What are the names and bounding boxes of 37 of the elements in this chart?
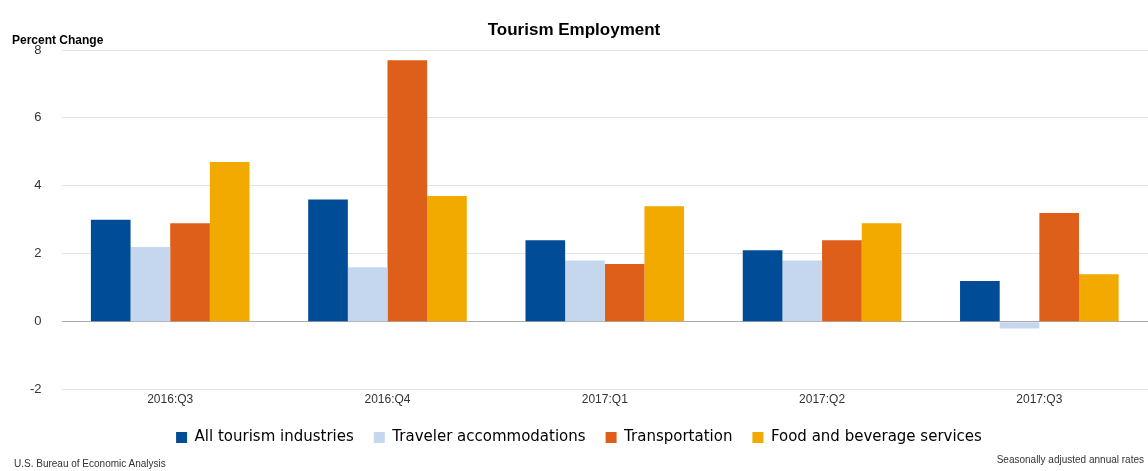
- bar: [822, 240, 862, 322]
- y-tick-label: -2: [30, 381, 42, 397]
- bar: [387, 60, 428, 322]
- bar: [861, 223, 902, 322]
- bar: [999, 322, 1040, 329]
- text: Seasonally adjusted annual rates: [996, 454, 1144, 465]
- y-tick-label: 0: [34, 313, 42, 329]
- x-tick-label: 2017:Q3: [1016, 392, 1063, 407]
- legend-label: All tourism industries: [194, 427, 355, 446]
- bar: [427, 196, 467, 322]
- legend-label: Traveler accommodations: [391, 427, 586, 446]
- bar: [525, 240, 566, 322]
- y-tick-label: 6: [34, 109, 42, 125]
- x-tick-label: 2016:Q4: [364, 392, 411, 407]
- y-tick-label: 4: [34, 177, 42, 193]
- chart-title: Tourism Employment: [487, 20, 661, 39]
- x-tick-label: 2017:Q1: [581, 392, 629, 407]
- x-tick-label: 2016:Q3: [147, 392, 194, 407]
- bar: [90, 219, 131, 322]
- legend-label: Food and beverage services: [770, 427, 983, 446]
- bar: [347, 267, 388, 322]
- x-tick-label: 2017:Q2: [799, 392, 846, 407]
- bar: [130, 246, 171, 322]
- bar: [170, 223, 210, 322]
- bar: [604, 263, 645, 322]
- bar: [782, 260, 823, 322]
- bar: [960, 280, 1000, 322]
- bar: [1079, 274, 1119, 322]
- bar: [1039, 213, 1080, 322]
- text: U.S. Bureau of Economic Analysis: [14, 458, 166, 469]
- bar: [742, 250, 783, 322]
- bar: [644, 206, 685, 322]
- bar: [308, 199, 348, 322]
- y-tick-label: 2: [34, 245, 42, 261]
- bar: [565, 260, 605, 322]
- legend-label: Transportation: [623, 427, 733, 446]
- bar: [209, 162, 250, 322]
